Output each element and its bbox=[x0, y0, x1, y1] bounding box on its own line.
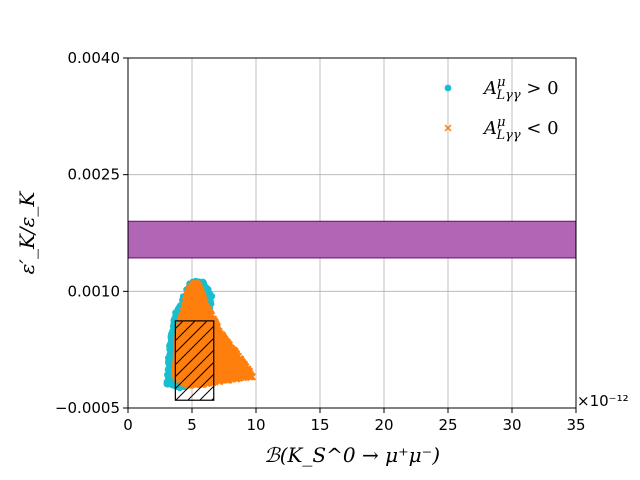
scatter-point-negative bbox=[228, 363, 236, 371]
scatter-point-negative bbox=[214, 367, 222, 375]
scatter-point-negative bbox=[212, 368, 220, 376]
legend-label: Aμ Lγγ < 0 bbox=[482, 115, 559, 143]
scatter-point-negative bbox=[202, 303, 210, 311]
scatter-point-negative bbox=[182, 310, 190, 318]
x-tick-label: 25 bbox=[438, 416, 457, 434]
band-rect bbox=[128, 220, 576, 259]
plot-frame bbox=[127, 57, 577, 409]
x-axis-ticks: 0 5 10 15 20 25 30 35 bbox=[123, 408, 586, 434]
scatter-point-negative bbox=[193, 291, 201, 299]
scatter-point-negative bbox=[219, 334, 227, 342]
y-tick-label: 0.0025 bbox=[68, 166, 121, 184]
x-offset-label: ×10⁻¹² bbox=[577, 392, 629, 410]
x-axis-title: ℬ(K_S^0 → μ⁺μ⁻) bbox=[264, 443, 440, 467]
scatter-point-negative bbox=[190, 308, 198, 316]
x-tick-label: 20 bbox=[374, 416, 393, 434]
legend-marker-positive bbox=[444, 84, 452, 92]
x-tick-label: 5 bbox=[187, 416, 197, 434]
horizontal-band bbox=[128, 220, 576, 259]
scatter-point-negative bbox=[198, 308, 206, 317]
scatter-point-negative bbox=[230, 347, 238, 355]
legend: Aμ Lγγ > 0 Aμ Lγγ < 0 bbox=[444, 75, 559, 143]
hatched-box bbox=[174, 320, 215, 401]
scatter-point-negative bbox=[217, 351, 225, 359]
scatter-point-negative bbox=[218, 356, 226, 364]
scatter-point-negative bbox=[186, 296, 194, 304]
legend-label: Aμ Lγγ > 0 bbox=[482, 75, 559, 103]
x-tick-label: 10 bbox=[246, 416, 265, 434]
x-tick-label: 30 bbox=[502, 416, 521, 434]
legend-entry-negative: Aμ Lγγ < 0 bbox=[444, 115, 559, 143]
scatter-point-negative bbox=[200, 308, 208, 316]
y-axis-title: ε′_K/ε_K bbox=[15, 191, 39, 275]
scatter-point-negative bbox=[193, 282, 202, 290]
x-tick-label: 15 bbox=[310, 416, 329, 434]
scatter-point-negative bbox=[248, 373, 256, 381]
scatter-point-negative bbox=[226, 372, 234, 381]
scatter-point-negative bbox=[224, 355, 232, 363]
scatter-point-negative bbox=[217, 363, 225, 371]
y-tick-label: 0.0010 bbox=[68, 282, 121, 300]
y-axis-ticks: −0.0005 0.0010 0.0025 0.0040 bbox=[55, 49, 128, 417]
scatter-point-negative bbox=[218, 342, 226, 350]
scatter-point-negative bbox=[214, 335, 222, 343]
hatched-box-rect bbox=[174, 320, 215, 401]
scatter-point-positive bbox=[165, 375, 173, 382]
scatter-point-negative bbox=[180, 310, 188, 318]
y-tick-label: −0.0005 bbox=[55, 399, 120, 417]
legend-marker-negative bbox=[444, 124, 452, 132]
scatter-point-negative bbox=[213, 375, 222, 383]
scatter-point-negative bbox=[186, 288, 194, 296]
scatter-point-negative bbox=[234, 370, 242, 378]
legend-entry-positive: Aμ Lγγ > 0 bbox=[444, 75, 559, 103]
scatter-point-negative bbox=[222, 347, 230, 355]
scatter-point-negative bbox=[238, 359, 246, 367]
scatter-point-negative bbox=[240, 363, 248, 371]
scatter-point-negative bbox=[232, 365, 240, 373]
scatter-point-negative bbox=[193, 310, 202, 318]
scatter-point-negative bbox=[228, 347, 236, 355]
scatter-point-negative bbox=[243, 370, 251, 378]
scatter-point-negative bbox=[198, 297, 206, 305]
scatter-point-positive bbox=[204, 285, 211, 292]
x-tick-label: 0 bbox=[123, 416, 133, 434]
x-tick-label: 35 bbox=[566, 416, 585, 434]
scatter-point-negative bbox=[188, 313, 196, 321]
y-tick-label: 0.0040 bbox=[68, 49, 121, 67]
scatter-point-negative bbox=[219, 337, 227, 345]
scatter-point-negative bbox=[194, 299, 202, 307]
scatter-point-negative bbox=[220, 372, 228, 380]
